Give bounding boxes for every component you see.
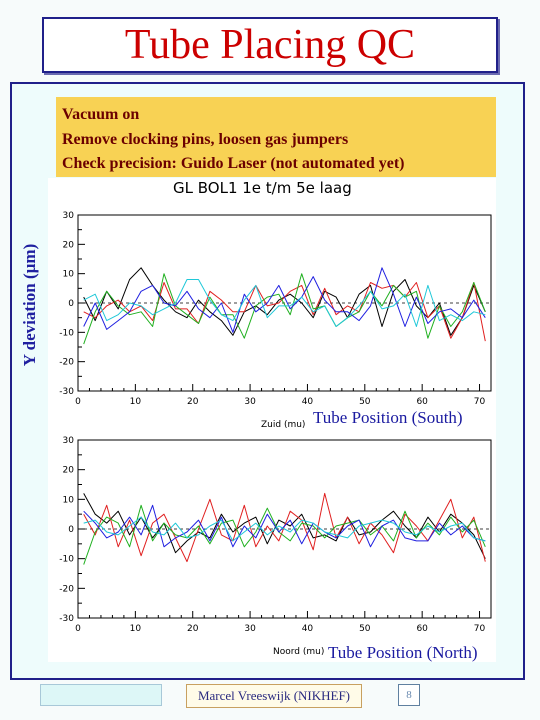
x-tick-label: 30 — [244, 624, 256, 634]
plot-2: -30 -20 -10 0 10 20 30 0 10 20 30 40 50 60 70 Noord (mu… — [59, 436, 492, 657]
slide-title: Tube Placing QC — [124, 22, 416, 68]
x-tick-label: 70 — [474, 624, 486, 634]
y-tick-label: 20 — [63, 240, 75, 250]
series-line-4 — [83, 267, 486, 333]
x-tick-label: 30 — [244, 397, 256, 407]
notes-box: Vacuum on Remove clocking pins, loosen g… — [56, 97, 496, 177]
page-number: 8 — [398, 684, 420, 706]
plot-title: GL BOL1 1e t/m 5e laag — [173, 179, 352, 197]
x-tick-label: 40 — [302, 397, 314, 407]
y-tick-label: 10 — [63, 495, 75, 505]
plot-1: GL BOL1 1e t/m 5e laag -30 -20 -10 0 10 20 30 0 1… — [59, 179, 492, 430]
y-tick-label: -30 — [59, 387, 74, 397]
y-tick-label: -10 — [59, 328, 74, 338]
chart-panel — [48, 178, 496, 662]
note-clocking-pins: Remove clocking pins, loosen gas jumpers — [62, 130, 349, 148]
x-tick-label: 60 — [416, 624, 428, 634]
series-line-2 — [83, 282, 486, 342]
y-axis-label: Y deviation (µm) — [20, 243, 39, 367]
y-tick-label: 0 — [68, 525, 74, 535]
chart-svg: GL BOL1 1e t/m 5e laag -30 -20 -10 0 10 20 30 0 1… — [59, 179, 492, 657]
x-tick-label: 10 — [130, 397, 142, 407]
y-tick-label: -10 — [59, 555, 74, 565]
y-tick-label: 10 — [63, 270, 75, 280]
series-line-3 — [83, 273, 486, 345]
title-box: Tube Placing QC — [42, 17, 498, 73]
series-line-4 — [83, 504, 486, 548]
y-tick-label: -20 — [59, 584, 74, 594]
footer-author: Marcel Vreeswijk (NIKHEF) — [186, 684, 362, 708]
x-axis-label: Noord (mu) — [273, 647, 324, 657]
series-line-3 — [83, 504, 486, 565]
footer-blank-box — [40, 684, 162, 706]
y-tick-label: -20 — [59, 358, 74, 368]
x-axis-label: Zuid (mu) — [261, 420, 305, 430]
series-line-5 — [83, 279, 486, 327]
x-tick-label: 50 — [359, 397, 371, 407]
label-south: Tube Position (South) — [313, 408, 463, 427]
y-tick-label: 20 — [63, 466, 75, 476]
x-tick-label: 70 — [474, 397, 486, 407]
note-check-precision: Check precision: Guido Laser (not automa… — [62, 155, 405, 172]
y-tick-label: 30 — [63, 211, 75, 221]
x-tick-label: 40 — [302, 624, 314, 634]
y-tick-label: 0 — [68, 299, 74, 309]
x-tick-label: 0 — [75, 624, 81, 634]
note-vacuum: Vacuum on — [62, 106, 140, 123]
label-north: Tube Position (North) — [328, 643, 478, 662]
x-tick-label: 10 — [130, 624, 142, 634]
y-tick-label: -30 — [59, 614, 74, 624]
y-tick-label: 30 — [63, 436, 75, 446]
series-line-5 — [83, 516, 486, 542]
x-tick-label: 50 — [359, 624, 371, 634]
x-tick-label: 20 — [187, 624, 199, 634]
x-tick-label: 20 — [187, 397, 199, 407]
x-tick-label: 60 — [416, 397, 428, 407]
x-tick-label: 0 — [75, 397, 81, 407]
